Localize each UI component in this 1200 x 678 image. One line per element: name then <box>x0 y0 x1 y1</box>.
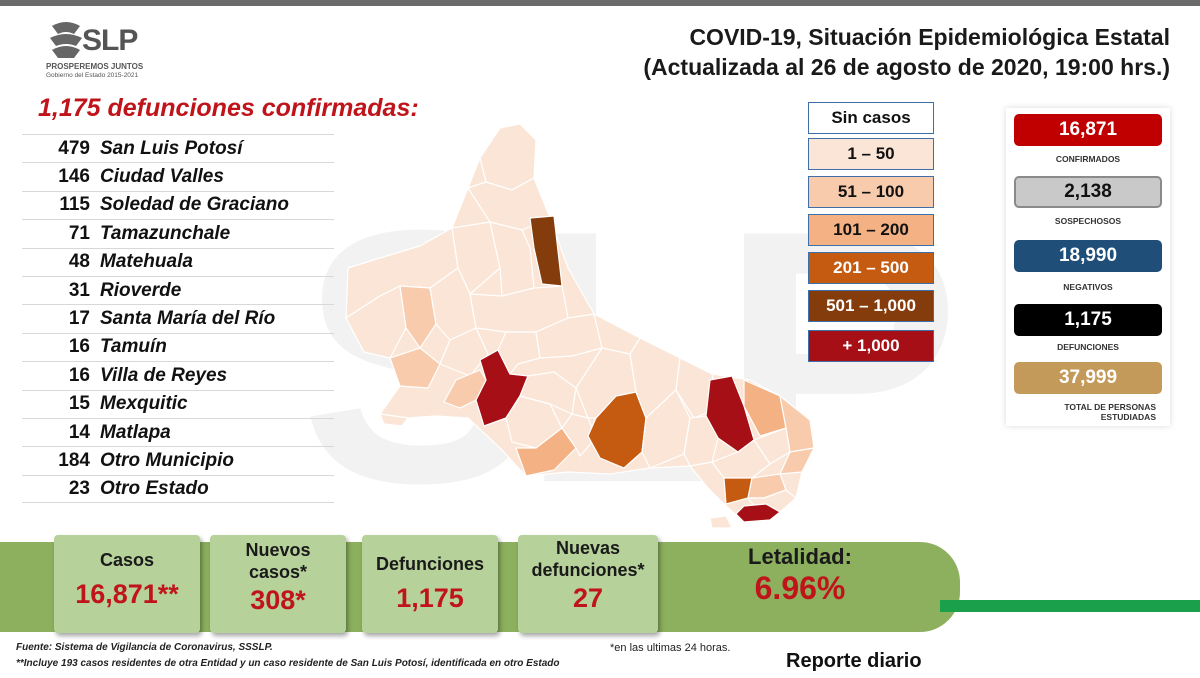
municipality-name: San Luis Potosí <box>100 137 243 159</box>
legend-item: 101 – 200 <box>808 214 934 246</box>
municipality-row: 16 Villa de Reyes <box>22 361 334 389</box>
card-letalidad-label: Letalidad: <box>748 544 852 569</box>
card-letalidad: Letalidad: 6.96% <box>700 546 900 607</box>
stat-label: CONFIRMADOS <box>1055 154 1121 164</box>
municipality-row: 146 Ciudad Valles <box>22 162 334 190</box>
municipality-name: Otro Estado <box>100 477 209 499</box>
card-casos-value: 16,871** <box>75 579 179 609</box>
municipality-name: Villa de Reyes <box>100 364 228 386</box>
municipality-row: 14 Matlapa <box>22 417 334 446</box>
municipality-count: 71 <box>68 222 90 244</box>
stat-label: SOSPECHOSOS <box>1054 216 1122 226</box>
card-nuevos-casos-value: 308* <box>250 585 306 615</box>
municipality-deaths-list: 479 San Luis Potosí 146 Ciudad Valles 115 Sol… <box>22 134 334 504</box>
stat-value: 1,175 <box>1014 304 1162 336</box>
municipality-count: 146 <box>58 166 90 188</box>
municipality-count: 15 <box>68 393 90 415</box>
municipality-count: 16 <box>68 336 90 358</box>
municipality-row: 17 Santa María del Río <box>22 304 334 332</box>
daily-report-label: Reporte diario <box>786 650 922 672</box>
municipality-row: 71 Tamazunchale <box>22 219 334 247</box>
stat-value: 2,138 <box>1014 176 1162 208</box>
card-nuevos-casos: Nuevos casos* 308* <box>210 535 346 633</box>
top-bar <box>0 0 1200 6</box>
municipality-count: 479 <box>58 137 90 159</box>
government-logo: SLP PROSPEREMOS JUNTOS Gobierno del Esta… <box>46 18 156 80</box>
state-choropleth-map <box>345 123 815 528</box>
legend-item: 1 – 50 <box>808 138 934 170</box>
footer-note-24h: *en las ultimas 24 horas. <box>610 642 731 654</box>
card-nuevas-defunciones-value: 27 <box>572 583 604 613</box>
legend-item: Sin casos <box>808 102 934 134</box>
card-defunciones-label: Defunciones <box>375 554 485 574</box>
logo-text: SLP <box>82 24 138 57</box>
card-casos: Casos 16,871** <box>54 535 200 633</box>
card-nuevos-casos-label: Nuevos casos* <box>245 540 311 582</box>
municipality-count: 14 <box>68 421 90 443</box>
title-line-2: (Actualizada al 26 de agosto de 2020, 19… <box>643 54 1170 80</box>
municipality-count: 23 <box>68 477 90 499</box>
card-defunciones-value: 1,175 <box>396 583 464 613</box>
stat-value: 16,871 <box>1014 114 1162 146</box>
footer-source: Fuente: Sistema de Vigilancia de Coronav… <box>16 642 273 653</box>
logo-mark-icon <box>50 22 82 58</box>
municipality-row: 23 Otro Estado <box>22 474 334 504</box>
municipality-count: 115 <box>59 194 90 216</box>
stat-label: NEGATIVOS <box>1063 282 1113 292</box>
municipality-row: 479 San Luis Potosí <box>22 134 334 162</box>
stats-panel: 16,871 CONFIRMADOS 2,138 SOSPECHOSOS 18,990 N… <box>1006 108 1170 426</box>
title-line-1: COVID-19, Situación Epidemiológica Estat… <box>689 24 1170 50</box>
municipality-count: 184 <box>58 449 90 471</box>
municipality-name: Tamuín <box>100 336 167 358</box>
card-casos-label: Casos <box>99 550 155 570</box>
legend-item: 51 – 100 <box>808 176 934 208</box>
card-defunciones: Defunciones 1,175 <box>362 535 498 633</box>
green-accent-line <box>940 600 1200 612</box>
card-nuevas-defunciones-label: Nuevas defunciones* <box>531 538 645 580</box>
card-letalidad-value: 6.96% <box>754 570 846 606</box>
logo-subtitle: PROSPEREMOS JUNTOS <box>46 62 144 71</box>
card-nuevas-defunciones: Nuevas defunciones* 27 <box>518 535 658 633</box>
municipality-name: Santa María del Río <box>100 308 276 330</box>
municipality-row: 31 Rioverde <box>22 275 334 304</box>
municipality-row: 48 Matehuala <box>22 247 334 276</box>
stat-value: 37,999 <box>1014 362 1162 394</box>
stat-value: 18,990 <box>1014 240 1162 272</box>
legend-item: + 1,000 <box>808 330 934 362</box>
municipality-count: 31 <box>68 279 90 301</box>
municipality-row: 16 Tamuín <box>22 332 334 361</box>
stat-label: DEFUNCIONES <box>1057 342 1119 352</box>
logo-government-period: Gobierno del Estado 2015-2021 <box>46 72 139 79</box>
municipality-name: Otro Municipio <box>100 449 235 471</box>
municipality-count: 48 <box>68 251 90 273</box>
legend-item: 201 – 500 <box>808 252 934 284</box>
footer-note-residents: **Incluye 193 casos residentes de otra E… <box>16 658 560 669</box>
municipality-count: 16 <box>68 364 90 386</box>
municipality-name: Mexquitic <box>100 393 188 415</box>
municipality-name: Tamazunchale <box>100 222 231 244</box>
municipality-name: Matlapa <box>100 421 171 443</box>
page-title: COVID-19, Situación Epidemiológica Estat… <box>643 22 1170 82</box>
municipality-count: 17 <box>68 308 90 330</box>
municipality-name: Soledad de Graciano <box>100 194 289 216</box>
legend-item: 501 – 1,000 <box>808 290 934 322</box>
deaths-heading: 1,175 defunciones confirmadas: <box>38 94 419 122</box>
municipality-row: 184 Otro Municipio <box>22 446 334 474</box>
municipality-name: Ciudad Valles <box>100 166 224 188</box>
municipality-row: 15 Mexquitic <box>22 389 334 418</box>
municipality-name: Rioverde <box>100 279 182 301</box>
municipality-name: Matehuala <box>100 251 193 273</box>
stat-label: TOTAL DE PERSONAS ESTUDIADAS <box>1064 402 1156 422</box>
municipality-row: 115 Soledad de Graciano <box>22 190 334 219</box>
